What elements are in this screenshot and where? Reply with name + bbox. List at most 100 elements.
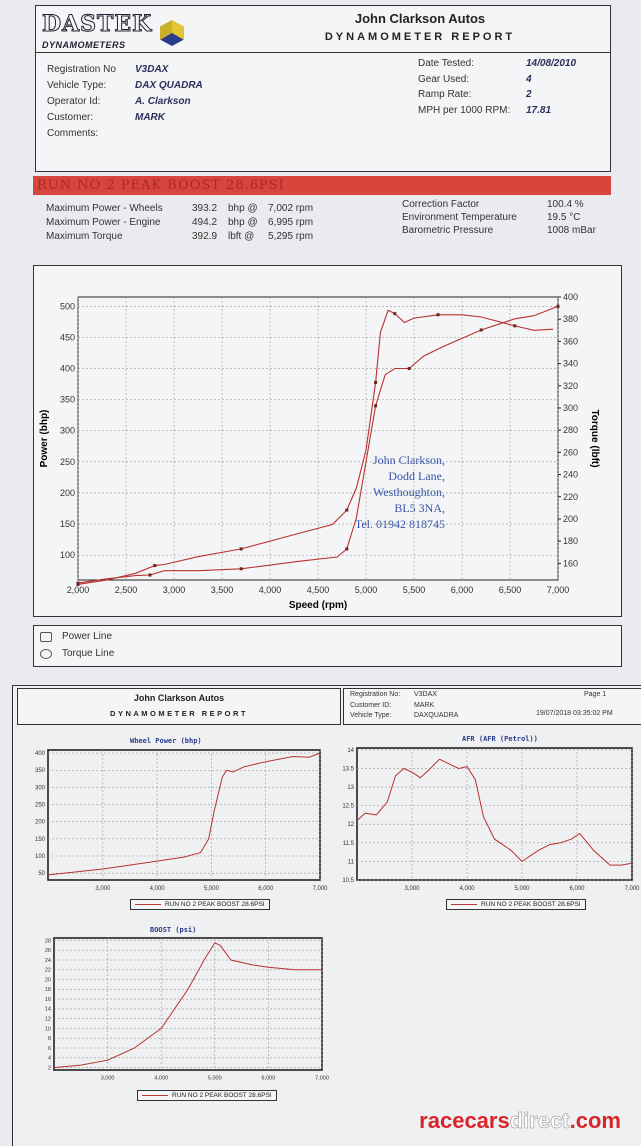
field-label: Ramp Rate: (418, 89, 472, 100)
wheel-power-legend: RUN NO 2 PEAK BOOST 28.6PSI (130, 899, 270, 910)
y-tick-label: 400 (60, 364, 75, 374)
y-tick-label: 350 (60, 395, 75, 405)
circle-marker-icon (40, 648, 52, 659)
y-tick-label: 2 (48, 1065, 51, 1071)
legend-label: RUN NO 2 PEAK BOOST 28.6PSI (165, 901, 265, 908)
page2-company: John Clarkson Autos (133, 693, 225, 703)
legend-power-label: Power Line (62, 631, 113, 642)
y-tick-label: 100 (60, 550, 75, 560)
y2-tick-label: 280 (563, 425, 578, 435)
data-point-marker (148, 573, 152, 577)
run-banner: RUN NO 2 PEAK BOOST 28.6PSI (33, 176, 611, 195)
afr-title: AFR (AFR (Petrol)) (462, 735, 538, 743)
field-value: 19.5 °C (547, 212, 581, 223)
chart-3: 3,000 4,000 5,000 6,000 7,000246810121416182… (45, 937, 329, 1082)
x-tick-label: 5,500 (403, 585, 426, 595)
data-point-marker (345, 508, 349, 512)
data-point-marker (239, 547, 243, 551)
x-tick-label: 5,000 (514, 886, 530, 892)
stat-unit: lbft @ (228, 231, 255, 242)
data-point-marker (345, 547, 349, 551)
y2-axis-label: Torque (lbft) (589, 409, 600, 467)
y2-tick-label: 300 (563, 403, 578, 413)
legend-line-icon (142, 1095, 168, 1096)
data-point-marker (436, 313, 440, 317)
x-tick-label: 2,000 (67, 585, 90, 595)
chart-1: 3,000 4,000 5,000 6,000 7,000 50 100 150 200 250 3… (35, 749, 328, 892)
x-tick-label: 7,000 (624, 886, 640, 892)
y-tick-label: 150 (35, 837, 46, 843)
x-tick-label: 3,000 (101, 1076, 115, 1082)
stat-rpm: 7,002 rpm (268, 203, 314, 214)
x-tick-label: 6,000 (569, 886, 585, 892)
data-point-marker (374, 404, 378, 408)
stat-rpm: 6,995 rpm (268, 217, 314, 228)
run-no-2-peak-boost-28-6psi-line (356, 758, 633, 866)
y-tick-label: 100 (35, 854, 46, 860)
x-tick-label: 3,000 (404, 886, 420, 892)
data-point-marker (153, 564, 157, 568)
page-number: Page 1 (584, 691, 607, 698)
page2-title: DYNAMOMETER REPORT (110, 709, 248, 718)
dastek-logo-subtitle: DYNAMOMETERS (42, 40, 126, 50)
field-label: Gear Used: (418, 73, 470, 85)
y2-tick-label: 220 (563, 492, 578, 502)
field-label: Environment Temperature (402, 212, 517, 223)
chart-0: 2,000 2,500 3,000 3,500 4,000 4,500 5,000 5,500… (39, 292, 600, 611)
address-stamp: John Clarkson, Dodd Lane, Westhoughton, … (320, 452, 445, 532)
legend-torque: Torque Line (40, 648, 114, 659)
watermark-part: racecars (419, 1108, 510, 1133)
watermark-part: .com (569, 1108, 621, 1133)
x-tick-label: 3,000 (163, 585, 186, 595)
y-tick-label: 11 (348, 859, 355, 865)
report-header-box (35, 5, 611, 53)
stat-rpm: 5,295 rpm (268, 231, 314, 242)
field-label: Operator Id: (47, 96, 101, 107)
y2-tick-label: 360 (563, 336, 578, 346)
field-label: Barometric Pressure (402, 225, 494, 236)
y2-tick-label: 400 (563, 292, 578, 302)
afr-legend: RUN NO 2 PEAK BOOST 28.6PSI (446, 899, 586, 910)
field-value: DAX QUADRA (135, 80, 203, 91)
y-tick-label: 10.5 (342, 878, 354, 884)
y-tick-label: 250 (35, 803, 46, 809)
field-label: Registration No (47, 64, 116, 75)
company-name: John Clarkson Autos (354, 11, 486, 26)
y-tick-label: 300 (60, 426, 75, 436)
y-tick-label: 16 (45, 997, 51, 1003)
x-tick-label: 7,000 (547, 585, 570, 595)
vehicle-info-box (35, 52, 611, 172)
data-point-marker (556, 304, 560, 308)
y-tick-label: 50 (38, 871, 45, 877)
x-tick-label: 6,000 (451, 585, 474, 595)
x-axis-label: Speed (rpm) (289, 600, 347, 611)
y2-tick-label: 180 (563, 536, 578, 546)
field-label: Customer: (47, 112, 94, 123)
stat-unit: bhp @ (228, 203, 258, 214)
stamp-line: Westhoughton, (372, 485, 445, 499)
x-tick-label: 2,500 (115, 585, 138, 595)
x-tick-label: 4,000 (259, 585, 282, 595)
y-tick-label: 14 (45, 1007, 51, 1013)
y2-tick-label: 260 (563, 447, 578, 457)
legend-line-icon (135, 904, 161, 905)
plot-area (356, 747, 633, 881)
stat-value: 392.9 (192, 231, 218, 242)
page2-header-right: Registration No: V3DAX Customer ID: MARK Veh… (343, 688, 641, 725)
field-label: Correction Factor (402, 199, 480, 210)
field-value: 14/08/2010 (526, 58, 577, 69)
y-tick-label: 13 (347, 785, 354, 791)
x-tick-label: 3,000 (95, 886, 111, 892)
stat-label: Maximum Power - Engine (46, 217, 161, 228)
data-point-marker (239, 567, 243, 571)
field-value: 17.81 (526, 104, 552, 116)
report-timestamp: 19/07/2018 03:35:02 PM (536, 710, 613, 717)
field-label: Vehicle Type: (47, 80, 107, 91)
stat-value: 393.2 (192, 203, 218, 214)
y-tick-label: 450 (60, 332, 75, 342)
y-tick-label: 250 (60, 457, 75, 467)
y-tick-label: 18 (45, 987, 51, 993)
x-tick-label: 6,000 (262, 1076, 276, 1082)
field-value: DAXQUADRA (414, 712, 459, 719)
